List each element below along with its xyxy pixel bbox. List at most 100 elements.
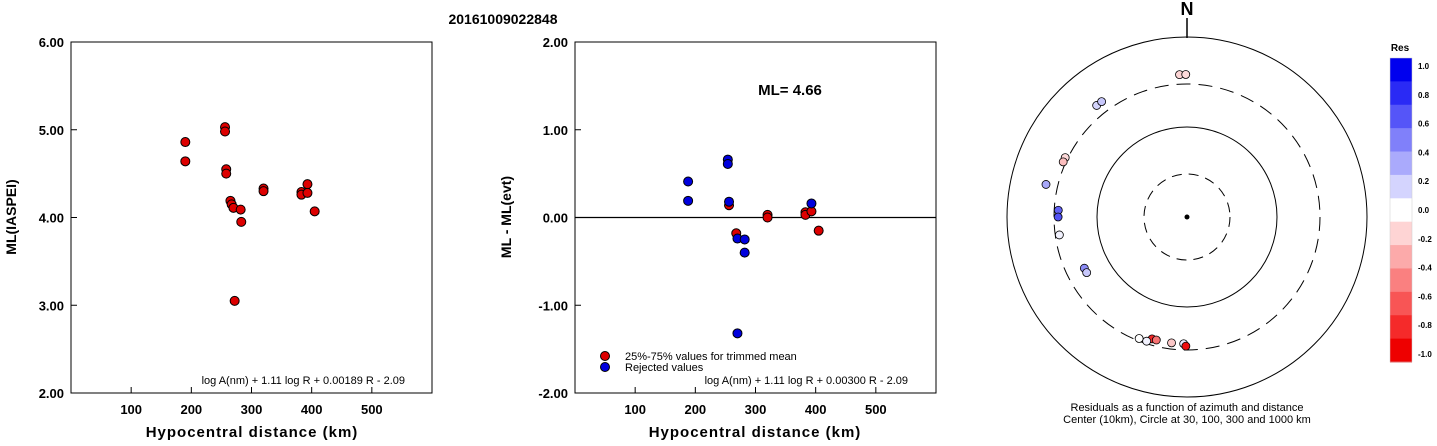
- residual-points: [683, 154, 824, 339]
- ml-x-axis-label: Hypocentral distance (km): [146, 424, 359, 441]
- colorbar-tick-label: -1.0: [1418, 350, 1432, 359]
- station-point: [1053, 212, 1063, 222]
- ml-point: [221, 168, 232, 179]
- colorbar-cell: [1390, 221, 1412, 246]
- ml-x-tick-label: 500: [361, 402, 383, 417]
- residual-y-tick-label: 1.00: [543, 123, 568, 138]
- colorbar-cell: [1390, 104, 1412, 129]
- colorbar-tick-label: -0.6: [1418, 292, 1432, 301]
- ml-point: [220, 126, 231, 137]
- colorbar-frame: [1389, 57, 1413, 363]
- ml-x-tick-label: 100: [120, 402, 142, 417]
- colorbar-tick-label: -0.8: [1418, 321, 1432, 330]
- residual-axis-ticks: 100 200 300 400 500 -2.00 -1.00 0.00 1.00 2.00: [538, 35, 886, 417]
- ml-points: [180, 122, 320, 306]
- colorbar-cell: [1390, 81, 1412, 106]
- residual-y-tick-label: -1.00: [538, 298, 568, 313]
- ml-point: [236, 216, 247, 227]
- ml-point: [235, 204, 246, 215]
- colorbar-cell: [1390, 58, 1412, 82]
- ml-y-tick-label: 4.00: [39, 211, 64, 226]
- colorbar-tick-label: 0.6: [1418, 120, 1430, 129]
- colorbar-cell: [1390, 268, 1412, 293]
- ml-y-axis-label: ML(IASPEI): [3, 179, 19, 254]
- ml-formula: log A(nm) + 1.11 log R + 0.00189 R - 2.0…: [202, 375, 405, 387]
- ml-point: [302, 187, 313, 198]
- residual-formula: log A(nm) + 1.11 log R + 0.00300 R - 2.0…: [705, 375, 908, 387]
- station-point: [1167, 338, 1176, 348]
- ml-y-tick-label: 3.00: [39, 298, 64, 313]
- rejected-point: [806, 198, 817, 209]
- figure-title: 20161009022848: [448, 11, 557, 27]
- ml-point: [180, 137, 191, 148]
- ml-y-tick-label: 6.00: [39, 35, 64, 50]
- residual-y-tick-label: -2.00: [538, 386, 568, 401]
- legend-label-rejected: Rejected values: [625, 362, 704, 374]
- trimmed-point: [762, 212, 773, 223]
- colorbar-cell: [1390, 245, 1412, 269]
- colorbar-tick-label: 0.0: [1418, 206, 1430, 215]
- residual-x-tick-label: 500: [865, 402, 887, 417]
- ml-axis-ticks: 100 200 300 400 500 2.00 3.00 4.00 5.00 6.00: [39, 35, 383, 417]
- legend-marker-rejected: [600, 362, 610, 372]
- ring-1000km: [1006, 36, 1368, 398]
- colorbar-labels: 1.0 0.8 0.6 0.4 0.2 0.0 -0.2 -0.4 -0.6 -0.8 -1.0: [1418, 62, 1432, 359]
- station-point: [1181, 341, 1191, 351]
- colorbar-tick-label: 0.2: [1418, 177, 1430, 186]
- ml-point: [309, 206, 320, 217]
- station-point: [1097, 97, 1107, 107]
- polar-caption-line1: Residuals as a function of azimuth and d…: [1071, 402, 1304, 414]
- colorbar-cell: [1390, 338, 1412, 363]
- azimuth-points: [1041, 70, 1191, 351]
- rejected-point: [732, 328, 743, 339]
- ml-point: [229, 295, 240, 306]
- ring-30km: [1143, 173, 1231, 261]
- station-point: [1054, 230, 1064, 240]
- ml-x-tick-label: 300: [241, 402, 263, 417]
- ml-x-tick-label: 200: [180, 402, 202, 417]
- residual-x-tick-label: 200: [684, 402, 706, 417]
- ml-point: [258, 186, 269, 197]
- ml-y-tick-label: 5.00: [39, 123, 64, 138]
- residual-colorbar: Res 1.0 0.8 0.6 0.4 0.2 0.0 -0.2 -0.4 -0.6 -0.8 -1…: [1389, 43, 1432, 363]
- station-point: [1082, 268, 1092, 278]
- colorbar-cells: [1389, 57, 1413, 363]
- trimmed-point: [813, 225, 824, 236]
- ml-event-annotation: ML= 4.66: [758, 82, 822, 99]
- residual-x-tick-label: 400: [805, 402, 827, 417]
- colorbar-tick-label: -0.4: [1418, 264, 1432, 273]
- azimuth-panel: N Residuals as a function of azimuth and…: [1006, 0, 1368, 426]
- station-point: [1142, 336, 1152, 346]
- rejected-point: [683, 195, 694, 206]
- rejected-point: [724, 196, 735, 207]
- ml-point: [302, 179, 313, 190]
- station-point: [1181, 70, 1191, 79]
- legend-marker-trimmed: [600, 351, 610, 361]
- colorbar-cell: [1390, 315, 1412, 340]
- ml-vs-distance-panel: ML(IASPEI) Hypocentral distance (km) log…: [3, 35, 433, 441]
- colorbar-tick-label: 0.4: [1418, 148, 1430, 157]
- residual-x-axis-label: Hypocentral distance (km): [649, 424, 862, 441]
- residual-x-tick-label: 100: [624, 402, 646, 417]
- polar-caption-line2: Center (10km), Circle at 30, 100, 300 an…: [1063, 414, 1311, 426]
- station-point: [1151, 335, 1161, 345]
- station-point: [1041, 180, 1051, 189]
- residual-legend: 25%-75% values for trimmed mean Rejected…: [600, 351, 797, 374]
- north-label: N: [1181, 0, 1194, 19]
- colorbar-tick-label: 1.0: [1418, 62, 1430, 71]
- rejected-point: [739, 247, 750, 258]
- station-point: [1134, 334, 1144, 343]
- ring-100km: [1096, 126, 1278, 308]
- ml-y-tick-label: 2.00: [39, 386, 64, 401]
- station-point: [1058, 157, 1068, 167]
- colorbar-cell: [1390, 128, 1412, 153]
- ml-x-tick-label: 400: [301, 402, 323, 417]
- residual-y-axis-label: ML - ML(evt): [498, 176, 514, 258]
- colorbar-cell: [1390, 151, 1412, 176]
- colorbar-title: Res: [1391, 43, 1410, 54]
- colorbar-tick-label: -0.2: [1418, 235, 1432, 244]
- residual-x-tick-label: 300: [745, 402, 767, 417]
- rejected-point: [739, 234, 750, 245]
- epicenter-dot: [1184, 214, 1190, 220]
